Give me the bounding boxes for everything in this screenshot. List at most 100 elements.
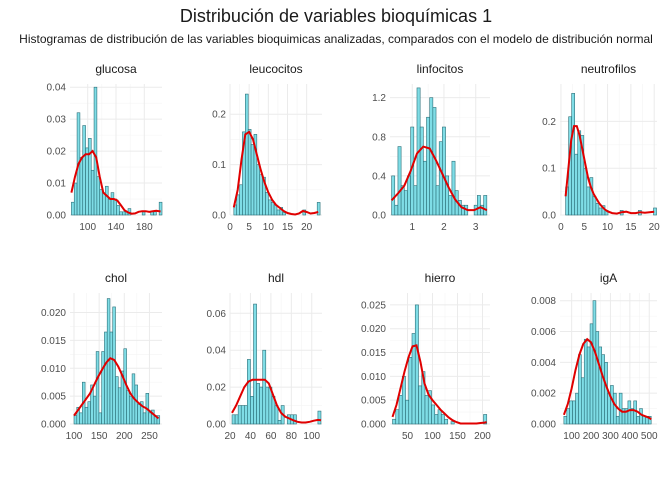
histogram-bar bbox=[102, 192, 106, 216]
histogram-bar bbox=[265, 386, 270, 425]
x-tick-label: 400 bbox=[621, 431, 638, 442]
histogram-bar bbox=[589, 323, 594, 425]
y-tick-label: 0.000 bbox=[531, 420, 556, 431]
y-tick-label: 0.000 bbox=[361, 420, 386, 431]
density-line bbox=[73, 356, 160, 420]
y-tick-label: 0.03 bbox=[47, 115, 67, 126]
histogram-bar bbox=[71, 201, 75, 216]
y-tick-label: 0.015 bbox=[361, 348, 386, 359]
histogram-bar bbox=[236, 194, 240, 216]
x-tick-label: 20 bbox=[301, 222, 313, 233]
histogram-bar bbox=[451, 160, 456, 216]
x-tick-label: 200 bbox=[116, 431, 133, 442]
x-tick-label: 40 bbox=[245, 431, 257, 442]
y-tick-label: 0.04 bbox=[47, 83, 67, 94]
y-tick-label: 0.02 bbox=[47, 147, 67, 158]
histogram-bar bbox=[244, 405, 248, 425]
histogram-bar bbox=[581, 377, 585, 425]
y-tick-label: 0.06 bbox=[207, 309, 227, 320]
histogram-bar bbox=[426, 116, 430, 216]
histogram-bar bbox=[256, 383, 260, 425]
x-tick-label: 150 bbox=[449, 431, 466, 442]
histogram-bar bbox=[437, 409, 442, 425]
x-tick-label: 100 bbox=[424, 431, 441, 442]
y-tick-label: 0.00 bbox=[207, 420, 227, 431]
y-tick-label: 0.020 bbox=[361, 324, 386, 335]
x-tick-label: 3 bbox=[473, 222, 479, 233]
y-tick-label: 0.2 bbox=[212, 110, 226, 121]
x-tick-label: 80 bbox=[286, 431, 298, 442]
histogram-bar bbox=[610, 385, 614, 425]
facet-igA: 0.000 0.002 0.004 0.006 0.008 100 200 300 400 500… bbox=[531, 271, 658, 442]
x-tick-label: 100 bbox=[563, 431, 580, 442]
histogram-bar bbox=[398, 395, 403, 425]
histogram-bar bbox=[595, 203, 600, 216]
x-tick-label: 10 bbox=[602, 222, 614, 233]
y-tick-label: 0.020 bbox=[41, 308, 66, 319]
histogram-bar bbox=[247, 359, 251, 425]
histogram-bar bbox=[450, 421, 455, 425]
histogram-bar bbox=[440, 414, 445, 425]
x-tick-label: 20 bbox=[649, 222, 661, 233]
histogram-bar bbox=[113, 198, 118, 216]
x-tick-label: 10 bbox=[263, 222, 275, 233]
facet-title: chol bbox=[105, 271, 127, 285]
y-tick-label: 0.0 bbox=[212, 211, 226, 222]
facet-title: hierro bbox=[425, 271, 456, 285]
y-tick-label: 0.1 bbox=[212, 160, 226, 171]
histogram-bar bbox=[85, 147, 89, 216]
x-tick-label: 200 bbox=[474, 431, 491, 442]
histogram-bar bbox=[84, 406, 89, 425]
histogram-bar bbox=[563, 415, 568, 425]
histogram-bar bbox=[442, 126, 446, 216]
x-tick-label: 5 bbox=[246, 222, 252, 233]
histogram-bar bbox=[578, 354, 582, 425]
histogram-bar bbox=[105, 185, 109, 216]
histogram-bar bbox=[104, 331, 108, 425]
histogram-bar bbox=[277, 420, 282, 425]
histogram-bar bbox=[592, 300, 597, 425]
histogram-bar bbox=[317, 410, 322, 425]
y-tick-label: 0.02 bbox=[207, 383, 227, 394]
x-tick-label: 0 bbox=[558, 222, 564, 233]
facet-leucocitos: 0.0 0.1 0.2 0 5 10 15 20 leucocitos bbox=[212, 62, 322, 233]
x-tick-label: 50 bbox=[402, 431, 414, 442]
histogram-bar bbox=[431, 404, 436, 425]
histogram-bar bbox=[119, 211, 123, 216]
histogram-bar bbox=[134, 384, 138, 425]
histogram-bar bbox=[88, 138, 92, 216]
histogram-bar bbox=[122, 211, 126, 216]
density-line bbox=[232, 130, 319, 216]
y-tick-label: 0.006 bbox=[531, 327, 556, 338]
x-tick-label: 300 bbox=[602, 431, 619, 442]
histogram-bar bbox=[444, 418, 449, 425]
facet-chol: 0.000 0.005 0.010 0.015 0.020 100 150 200 250 cho… bbox=[41, 271, 162, 442]
y-tick-label: 0.008 bbox=[531, 296, 556, 307]
facet-hierro: 0.000 0.005 0.010 0.015 0.020 0.025 50 100 150 20… bbox=[361, 271, 491, 442]
histogram-bar bbox=[583, 167, 588, 216]
histogram-bar bbox=[79, 157, 84, 216]
histogram-bar bbox=[419, 126, 424, 216]
y-tick-label: 0.8 bbox=[372, 132, 386, 143]
density-line bbox=[391, 344, 487, 425]
facet-neutrofilos: 0.0 0.1 0.2 0 5 10 15 20 neutrofilos bbox=[542, 62, 660, 233]
density-line bbox=[390, 145, 488, 212]
histogram-bar bbox=[265, 192, 269, 216]
histogram-bar bbox=[586, 346, 591, 425]
y-tick-label: 1.2 bbox=[372, 93, 386, 104]
x-tick-label: 0 bbox=[227, 222, 233, 233]
y-tick-label: 0.01 bbox=[47, 179, 67, 190]
facet-title: leucocitos bbox=[249, 62, 302, 76]
histogram-bar bbox=[407, 175, 411, 216]
y-tick-label: 0.002 bbox=[531, 389, 556, 400]
histogram-bar bbox=[574, 153, 579, 216]
histogram-bar bbox=[245, 93, 249, 216]
histogram-bar bbox=[142, 412, 147, 425]
x-tick-label: 20 bbox=[224, 431, 236, 442]
histogram-bar bbox=[392, 418, 397, 425]
histogram-bar bbox=[424, 395, 429, 425]
histogram-bar bbox=[276, 209, 281, 216]
x-tick-label: 15 bbox=[282, 222, 294, 233]
histogram-bar bbox=[282, 212, 286, 216]
histogram-bar bbox=[96, 176, 101, 216]
